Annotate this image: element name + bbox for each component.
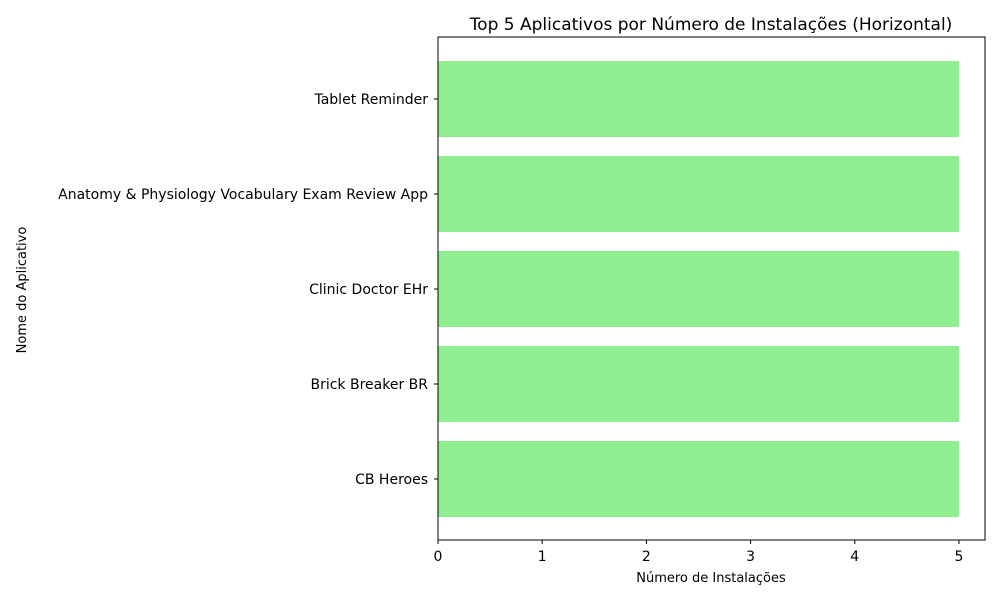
- x-axis-label: Número de Instalações: [636, 571, 786, 586]
- bar: [438, 346, 959, 422]
- x-tick-label: 5: [954, 549, 963, 565]
- y-ticks-group: Tablet Reminder Anatomy & Physiology Voca…: [58, 92, 438, 488]
- y-axis-label: Nome do Aplicativo: [15, 227, 30, 354]
- x-tick-label: 3: [746, 549, 755, 565]
- x-tick-label: 4: [850, 549, 859, 565]
- y-tick-label: Clinic Doctor EHr: [309, 282, 428, 298]
- x-ticks-group: 0 1 2 3 4 5: [434, 540, 963, 565]
- y-tick-label: Anatomy & Physiology Vocabulary Exam Rev…: [58, 187, 428, 203]
- y-tick-label: Brick Breaker BR: [310, 377, 428, 393]
- bar: [438, 251, 959, 327]
- bar: [438, 441, 959, 517]
- bars-group: [438, 61, 959, 517]
- bar: [438, 61, 959, 137]
- plot-frame: [437, 36, 986, 541]
- chart-title: Top 5 Aplicativos por Número de Instalaç…: [469, 15, 953, 35]
- bar: [438, 156, 959, 232]
- y-tick-label: CB Heroes: [355, 472, 428, 488]
- x-tick-label: 1: [538, 549, 547, 565]
- y-tick-label: Tablet Reminder: [313, 92, 428, 108]
- x-tick-label: 0: [434, 549, 443, 565]
- x-tick-label: 2: [642, 549, 651, 565]
